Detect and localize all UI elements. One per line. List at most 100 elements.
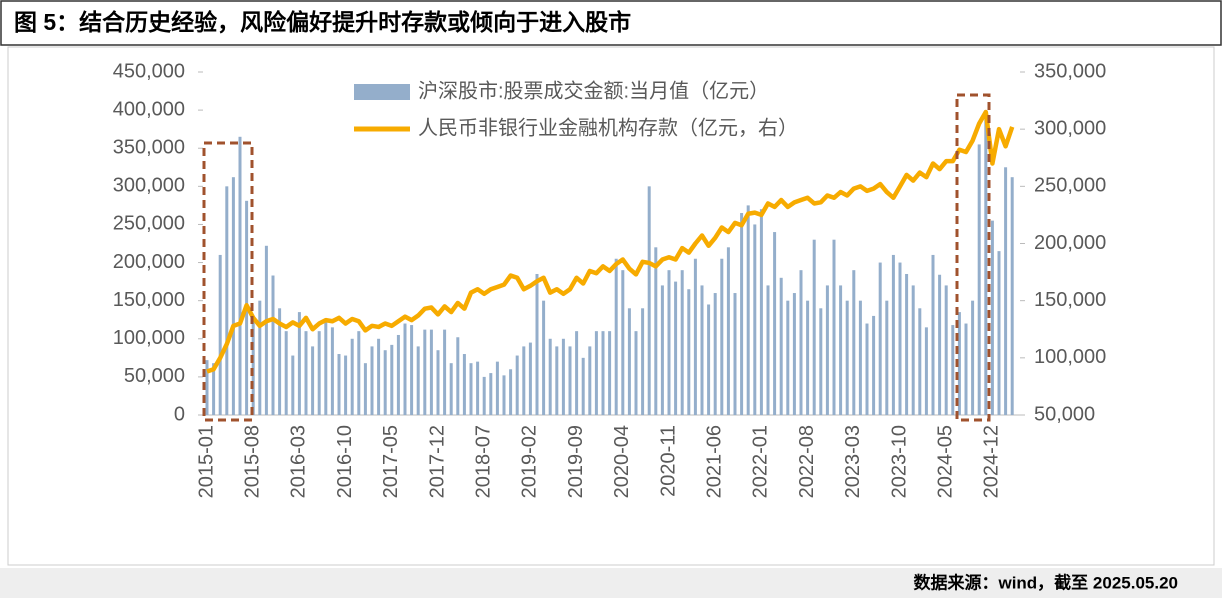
bar [931, 254, 935, 415]
x-tick-label: 2020-11 [657, 425, 679, 497]
bar [951, 325, 955, 415]
bar [489, 373, 493, 415]
y2-tick-label: 250,000 [1034, 175, 1106, 197]
bar [522, 346, 526, 415]
bar [898, 262, 902, 415]
bar [680, 270, 684, 415]
chart-title: 图 5：结合历史经验，风险偏好提升时存款或倾向于进入股市 [14, 9, 631, 35]
bar [832, 239, 836, 415]
bar [555, 346, 559, 415]
bar [350, 338, 354, 415]
bar [568, 346, 572, 415]
bar [819, 308, 823, 415]
x-tick-label: 2024-05 [934, 425, 956, 498]
y2-tick-label: 350,000 [1034, 60, 1106, 82]
y2-tick-label: 50,000 [1034, 403, 1095, 425]
bar [416, 346, 420, 415]
bar [212, 363, 216, 415]
bar [891, 254, 895, 415]
y2-tick-label: 200,000 [1034, 232, 1106, 254]
bar [278, 308, 282, 415]
bar [693, 258, 697, 415]
y-tick-label: 350,000 [113, 137, 185, 159]
highlight-box [955, 93, 991, 422]
bar [515, 355, 519, 415]
x-tick-label: 2022-08 [796, 425, 818, 498]
bar [660, 285, 664, 415]
y-tick-label: 150,000 [113, 289, 185, 311]
y-tick-label: 200,000 [113, 251, 185, 273]
x-tick-label: 2016-10 [334, 425, 356, 498]
bar [779, 277, 783, 415]
bar [218, 254, 222, 415]
y2-tick-label: 300,000 [1034, 117, 1106, 139]
y2-tick-label: 150,000 [1034, 289, 1106, 311]
y-tick-label: 0 [174, 403, 185, 425]
bar [872, 315, 876, 415]
bar [759, 209, 763, 415]
footer [0, 568, 1222, 598]
bar [865, 323, 869, 415]
y-tick-label: 400,000 [113, 98, 185, 120]
x-tick-label: 2017-05 [380, 425, 402, 498]
bar [726, 247, 730, 415]
bar [317, 331, 321, 415]
bar [469, 363, 473, 415]
bar [423, 329, 427, 415]
bar [363, 363, 367, 415]
bar [674, 281, 678, 415]
legend-label: 人民币非银行业金融机构存款（亿元，右） [418, 116, 798, 139]
bar [984, 110, 988, 415]
bar [284, 331, 288, 415]
bar [713, 293, 717, 415]
bar [594, 331, 598, 415]
bar [403, 323, 407, 415]
x-tick-label: 2018-07 [472, 425, 494, 498]
x-tick-label: 2016-03 [288, 425, 310, 498]
bar [621, 270, 625, 415]
bar [720, 258, 724, 415]
x-tick-label: 2022-01 [750, 425, 772, 498]
bar [977, 144, 981, 415]
bar [258, 300, 262, 415]
bar [911, 285, 915, 415]
bar [700, 285, 704, 415]
y-tick-label: 300,000 [113, 175, 185, 197]
legend-label: 沪深股市:股票成交金额:当月值（亿元） [418, 79, 769, 102]
bar [509, 369, 513, 415]
bar [667, 270, 671, 415]
bar [766, 285, 770, 415]
bar [324, 319, 328, 415]
bar [786, 300, 790, 415]
bar [971, 300, 975, 415]
plot: 0 50,000 100,000 150,000 200,000 250,000 300,0… [113, 60, 1107, 498]
bar [456, 337, 460, 415]
bar [449, 363, 453, 415]
bar [997, 251, 1001, 415]
y-tick-label: 50,000 [124, 365, 185, 387]
x-tick-label: 2024-12 [981, 425, 1003, 498]
bar [924, 327, 928, 415]
bar [654, 247, 658, 415]
bar [641, 308, 645, 415]
bar [304, 331, 308, 415]
x-tick-label: 2023-03 [842, 425, 864, 498]
bar [990, 220, 994, 415]
bar [858, 300, 862, 415]
bar [377, 338, 381, 415]
bar [792, 293, 796, 415]
bar [264, 245, 268, 415]
bar [443, 329, 447, 415]
bar [337, 354, 341, 415]
bar [251, 315, 255, 415]
bar [627, 308, 631, 415]
bar [311, 346, 315, 415]
bar [746, 205, 750, 415]
bar [964, 323, 968, 415]
bar [396, 334, 400, 415]
bar [938, 274, 942, 415]
plot-frame [7, 46, 1215, 566]
bar [502, 375, 506, 415]
bar [383, 350, 387, 415]
